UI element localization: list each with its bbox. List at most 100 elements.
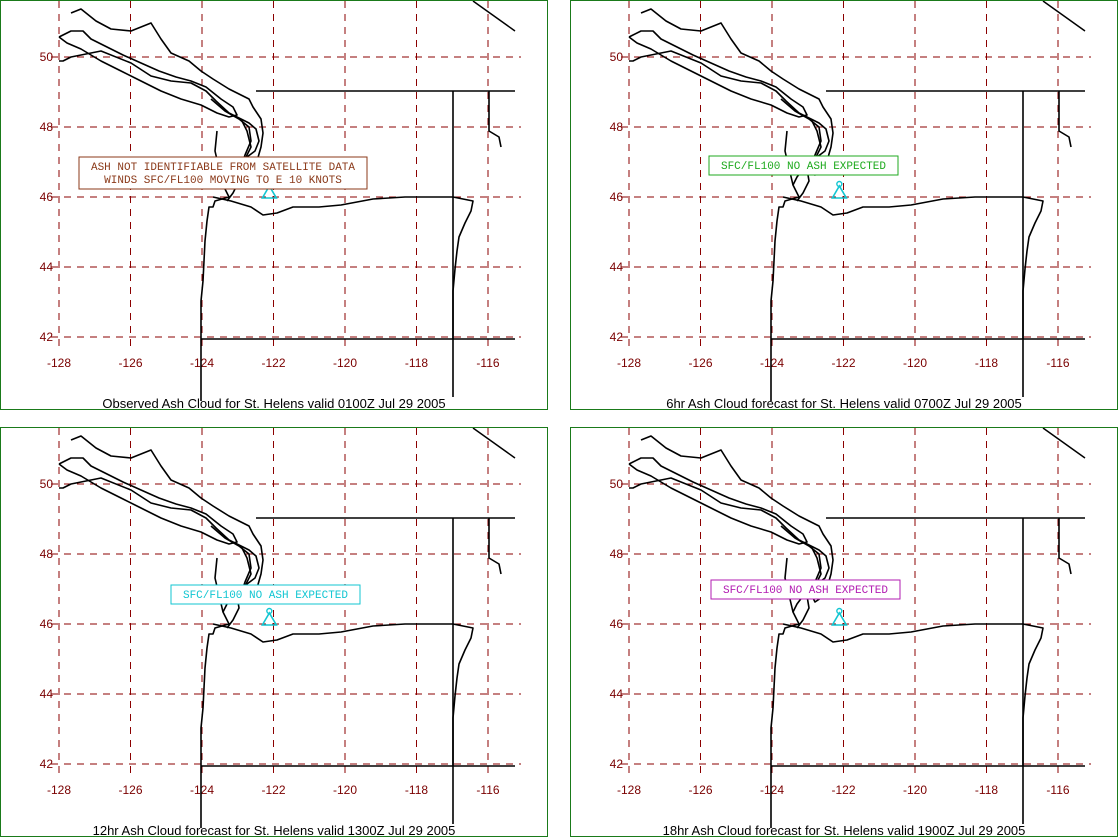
lon-tick-label: -118 <box>975 356 998 370</box>
map-corner-line <box>472 428 516 459</box>
lon-tick-label: -124 <box>760 783 784 797</box>
ash-label-box <box>710 579 901 600</box>
lat-tick-label: 48 <box>610 547 624 561</box>
columbia-river <box>212 623 474 824</box>
lon-tick-label: -126 <box>688 356 712 370</box>
lon-tick-label: -118 <box>405 356 428 370</box>
lat-tick-label: 46 <box>40 617 54 631</box>
columbia-river <box>782 196 1044 397</box>
lat-tick-label: 46 <box>610 617 624 631</box>
bc-coast <box>640 8 834 176</box>
volcano-plume <box>266 607 273 615</box>
volcano-icon <box>830 607 848 626</box>
lat-tick-label: 50 <box>40 50 54 64</box>
lon-tick-label: -118 <box>975 783 998 797</box>
volcano-triangle <box>260 611 278 626</box>
map-layer: 50 48 46 44 42 -128 -126 -124 -122 -120 -118 -116 AS… <box>40 1 521 401</box>
lon-tick-label: -128 <box>47 783 71 797</box>
olympic-coast <box>784 557 794 613</box>
ash-label: SFC/FL100 NO ASH EXPECTED <box>170 584 361 605</box>
map-corner-line <box>1042 1 1086 32</box>
bc-coast <box>640 435 834 603</box>
ash-label-box <box>708 155 899 176</box>
lon-tick-label: -116 <box>1046 783 1069 797</box>
lat-tick-label: 50 <box>40 477 54 491</box>
lat-tick-label: 50 <box>610 477 624 491</box>
map-forecast-6hr: 50 48 46 44 42 -128 -126 -124 -122 -120 -118 -116 SF… <box>610 1 1091 401</box>
panel-forecast-6hr: 50 48 46 44 42 -128 -126 -124 -122 -120 -118 -116 SF… <box>570 0 1118 410</box>
map-forecast-18hr: 50 48 46 44 42 -128 -126 -124 -122 -120 -118 -116 SF… <box>610 428 1091 828</box>
lon-tick-label: -120 <box>903 356 927 370</box>
idaho-panhandle <box>488 91 502 148</box>
volcano-plume <box>836 180 843 188</box>
lat-tick-label: 50 <box>610 50 624 64</box>
ash-label-text: WINDS SFC/FL100 MOVING TO E 10 KNOTS <box>104 175 342 187</box>
lon-tick-label: -126 <box>688 783 712 797</box>
panel-caption: 12hr Ash Cloud forecast for St. Helens v… <box>92 823 456 837</box>
panel-forecast-18hr: 50 48 46 44 42 -128 -126 -124 -122 -120 -118 -116 SF… <box>570 427 1118 837</box>
map-forecast-12hr: 50 48 46 44 42 -128 -126 -124 -122 -120 -118 -116 SF… <box>40 428 521 828</box>
bc-coast <box>70 8 264 176</box>
lat-tick-label: 42 <box>610 757 624 771</box>
lon-tick-label: -124 <box>190 783 214 797</box>
lat-tick-label: 42 <box>40 757 54 771</box>
island-outline <box>628 457 808 545</box>
lon-tick-label: -122 <box>261 783 285 797</box>
ash-label-text: SFC/FL100 NO ASH EXPECTED <box>183 590 348 602</box>
lon-tick-label: -122 <box>831 356 855 370</box>
lon-tick-label: -120 <box>333 783 357 797</box>
lon-tick-label: -116 <box>476 356 499 370</box>
ash-label: SFC/FL100 NO ASH EXPECTED <box>710 579 901 600</box>
bc-coast <box>70 435 264 603</box>
panel-observed: 50 48 46 44 42 -128 -126 -124 -122 -120 -118 -116 AS… <box>0 0 548 410</box>
ash-label-text: SFC/FL100 NO ASH EXPECTED <box>721 161 886 173</box>
map-layer: 50 48 46 44 42 -128 -126 -124 -122 -120 -118 -116 SF… <box>610 428 1091 828</box>
lat-tick-label: 48 <box>40 120 54 134</box>
lat-tick-label: 48 <box>610 120 624 134</box>
lat-tick-label: 44 <box>610 687 624 701</box>
lon-tick-label: -118 <box>405 783 428 797</box>
lon-tick-label: -116 <box>476 783 499 797</box>
ash-label-box <box>78 156 368 190</box>
island-outline <box>58 30 238 118</box>
ash-label-text: SFC/FL100 NO ASH EXPECTED <box>723 585 888 597</box>
volcano-icon <box>830 180 848 199</box>
lon-tick-label: -120 <box>903 783 927 797</box>
panel-forecast-12hr: 50 48 46 44 42 -128 -126 -124 -122 -120 -118 -116 SF… <box>0 427 548 837</box>
lat-tick-label: 48 <box>40 547 54 561</box>
idaho-panhandle <box>1058 518 1072 575</box>
lon-tick-label: -122 <box>831 783 855 797</box>
lon-tick-label: -116 <box>1046 356 1069 370</box>
lon-tick-label: -128 <box>47 356 71 370</box>
columbia-river <box>212 196 474 397</box>
idaho-panhandle <box>488 518 502 575</box>
volcano-triangle <box>830 611 848 626</box>
volcano-triangle <box>260 184 278 199</box>
map-corner-line <box>472 1 516 32</box>
lat-tick-label: 46 <box>40 190 54 204</box>
ash-label: SFC/FL100 NO ASH EXPECTED <box>708 155 899 176</box>
map-observed: 50 48 46 44 42 -128 -126 -124 -122 -120 -118 -116 AS… <box>40 1 521 401</box>
volcano-icon <box>260 607 278 626</box>
volcano-triangle <box>830 184 848 199</box>
lat-tick-label: 44 <box>40 687 54 701</box>
lat-tick-label: 44 <box>40 260 54 274</box>
lat-tick-label: 42 <box>40 330 54 344</box>
map-corner-line <box>1042 428 1086 459</box>
ash-label-box <box>170 584 361 605</box>
ash-label-text: ASH NOT IDENTIFIABLE FROM SATELLITE DATA <box>91 162 355 174</box>
lon-tick-label: -122 <box>261 356 285 370</box>
lon-tick-label: -128 <box>617 783 641 797</box>
lon-tick-label: -128 <box>617 356 641 370</box>
panel-caption: 6hr Ash Cloud forecast for St. Helens va… <box>666 396 1022 410</box>
lon-tick-label: -124 <box>760 356 784 370</box>
lon-tick-label: -126 <box>118 356 142 370</box>
panel-caption: Observed Ash Cloud for St. Helens valid … <box>102 396 446 410</box>
lat-tick-label: 44 <box>610 260 624 274</box>
lon-tick-label: -120 <box>333 356 357 370</box>
idaho-panhandle <box>1058 91 1072 148</box>
lat-tick-label: 42 <box>610 330 624 344</box>
panel-caption: 18hr Ash Cloud forecast for St. Helens v… <box>662 823 1026 837</box>
map-layer: 50 48 46 44 42 -128 -126 -124 -122 -120 -118 -116 SF… <box>610 1 1091 401</box>
lon-tick-label: -124 <box>190 356 214 370</box>
